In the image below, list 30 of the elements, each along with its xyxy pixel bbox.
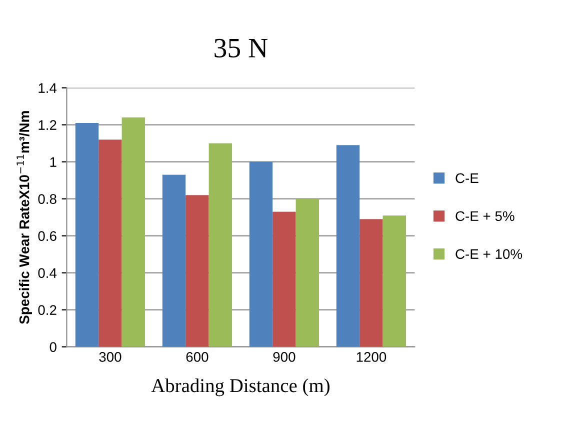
- y-tick-label: 1: [50, 157, 56, 167]
- x-axis-title: Abrading Distance (m): [151, 378, 330, 396]
- y-tick-label: 0.6: [38, 231, 56, 241]
- bar: [162, 174, 186, 347]
- y-tick-label: 0.8: [38, 194, 56, 204]
- bar: [208, 143, 232, 347]
- x-tick-label: 300: [99, 352, 122, 362]
- legend-label: C-E + 10%: [456, 249, 522, 259]
- chart-title: 35 N: [214, 38, 268, 58]
- bar: [249, 162, 273, 347]
- legend-label: C-E + 5%: [456, 211, 514, 222]
- y-tick-label: 0.2: [38, 305, 56, 315]
- bar: [98, 140, 122, 347]
- y-axis-title: Specific Wear RateX10$^{−11}$m³/Nm: [16, 111, 32, 324]
- bar: [122, 117, 145, 347]
- bar: [382, 215, 406, 347]
- bar: [272, 212, 296, 347]
- x-tick-label: 600: [186, 352, 208, 362]
- bar: [296, 198, 319, 347]
- bar: [336, 145, 360, 347]
- y-tick-label: 1.2: [38, 120, 56, 130]
- legend-label: C-E: [456, 173, 478, 184]
- bar: [75, 122, 99, 347]
- x-tick-label: 1200: [356, 352, 386, 362]
- y-tick-label: 0: [50, 342, 56, 352]
- y-tick-label: 1.4: [38, 83, 57, 93]
- bar: [360, 219, 383, 347]
- x-tick-label: 900: [273, 352, 296, 362]
- bar: [186, 195, 209, 347]
- y-tick-label: 0.4: [38, 268, 57, 278]
